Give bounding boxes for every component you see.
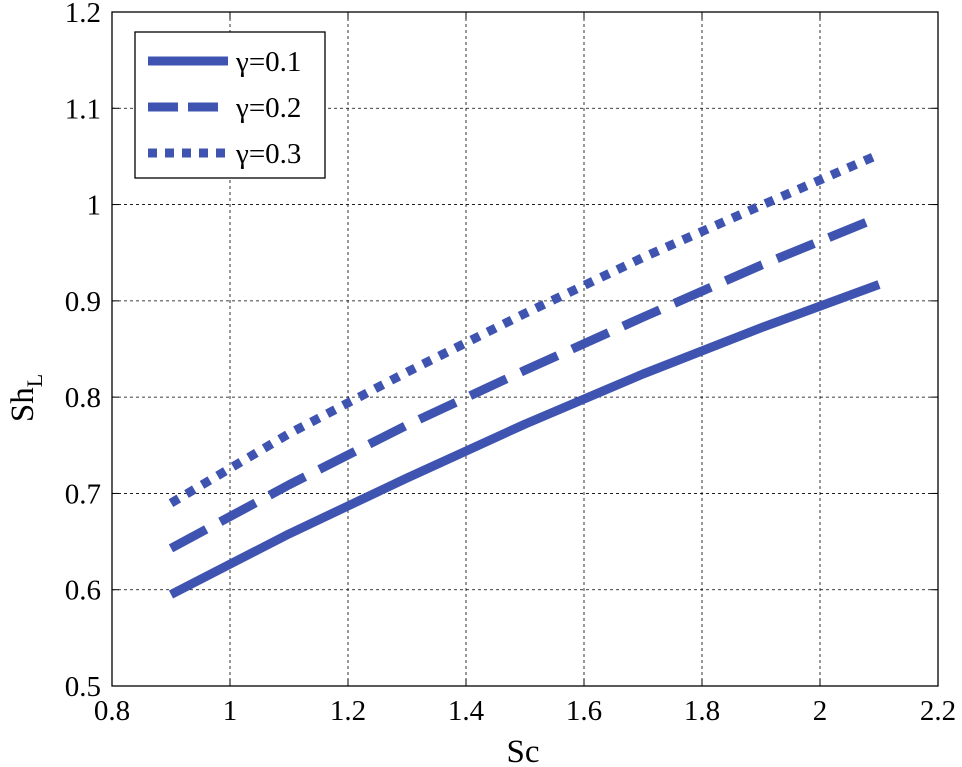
x-tick-label: 1.4 bbox=[448, 695, 485, 727]
y-tick-label: 0.9 bbox=[65, 286, 101, 318]
legend-items: γ=0.1 γ=0.2 γ=0.3 bbox=[148, 46, 301, 170]
x-tick-label: 1.8 bbox=[684, 695, 720, 727]
legend-label-2: γ=0.2 bbox=[235, 92, 301, 124]
x-tick-label: 0.8 bbox=[94, 695, 130, 727]
x-tick-label: 1.6 bbox=[566, 695, 602, 727]
series-line-2 bbox=[168, 212, 881, 553]
y-tick-label: 1.1 bbox=[65, 93, 101, 125]
series-lines bbox=[168, 150, 881, 599]
plot-frame bbox=[111, 11, 939, 687]
legend-label-3: γ=0.3 bbox=[235, 138, 301, 170]
ticks bbox=[111, 11, 939, 687]
y-axis-label: ShL bbox=[5, 374, 47, 422]
x-tick-label: 1.2 bbox=[330, 695, 366, 727]
legend-label-1: γ=0.1 bbox=[235, 46, 301, 78]
y-tick-label: 0.7 bbox=[65, 478, 101, 510]
y-tick-label: 0.8 bbox=[65, 382, 101, 414]
y-tick-label: 0.6 bbox=[65, 575, 101, 607]
series-line-3 bbox=[168, 150, 881, 507]
legend: γ=0.1 γ=0.2 γ=0.3 bbox=[134, 31, 326, 179]
y-axis-label-sub: L bbox=[22, 374, 47, 387]
x-axis-label: Sc bbox=[507, 734, 540, 767]
tick-labels: 0.8 1 1.2 1.4 1.6 1.8 2 2.2 0.5 0.6 0.7 0.8 0.9 1 1.1 1… bbox=[65, 0, 956, 727]
y-tick-label: 1 bbox=[87, 190, 102, 222]
x-tick-label: 2 bbox=[813, 695, 828, 727]
x-tick-label: 1 bbox=[223, 695, 238, 727]
series-line-1 bbox=[168, 280, 881, 599]
x-tick-label: 2.2 bbox=[920, 695, 956, 727]
y-tick-label: 0.5 bbox=[65, 671, 101, 703]
y-axis-label-main: Sh bbox=[5, 387, 41, 422]
y-tick-label: 1.2 bbox=[65, 0, 101, 29]
